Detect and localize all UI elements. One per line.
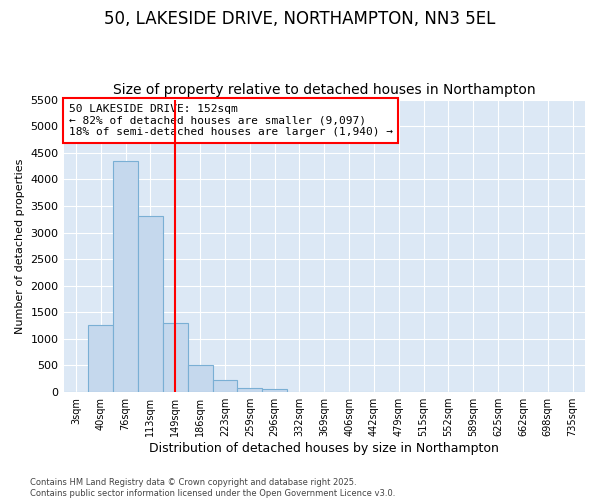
Text: 50, LAKESIDE DRIVE, NORTHAMPTON, NN3 5EL: 50, LAKESIDE DRIVE, NORTHAMPTON, NN3 5EL	[104, 10, 496, 28]
Bar	[88, 324, 113, 392]
Bar	[238, 388, 262, 392]
Text: Contains HM Land Registry data © Crown copyright and database right 2025.
Contai: Contains HM Land Registry data © Crown c…	[30, 478, 395, 498]
Text: 50 LAKESIDE DRIVE: 152sqm
← 82% of detached houses are smaller (9,097)
18% of se: 50 LAKESIDE DRIVE: 152sqm ← 82% of detac…	[69, 104, 393, 137]
Y-axis label: Number of detached properties: Number of detached properties	[15, 158, 25, 334]
Title: Size of property relative to detached houses in Northampton: Size of property relative to detached ho…	[113, 83, 536, 97]
Bar	[113, 160, 138, 392]
Bar	[212, 380, 238, 392]
Bar	[262, 390, 287, 392]
Bar	[163, 324, 188, 392]
Bar	[138, 216, 163, 392]
X-axis label: Distribution of detached houses by size in Northampton: Distribution of detached houses by size …	[149, 442, 499, 455]
Bar	[188, 366, 212, 392]
